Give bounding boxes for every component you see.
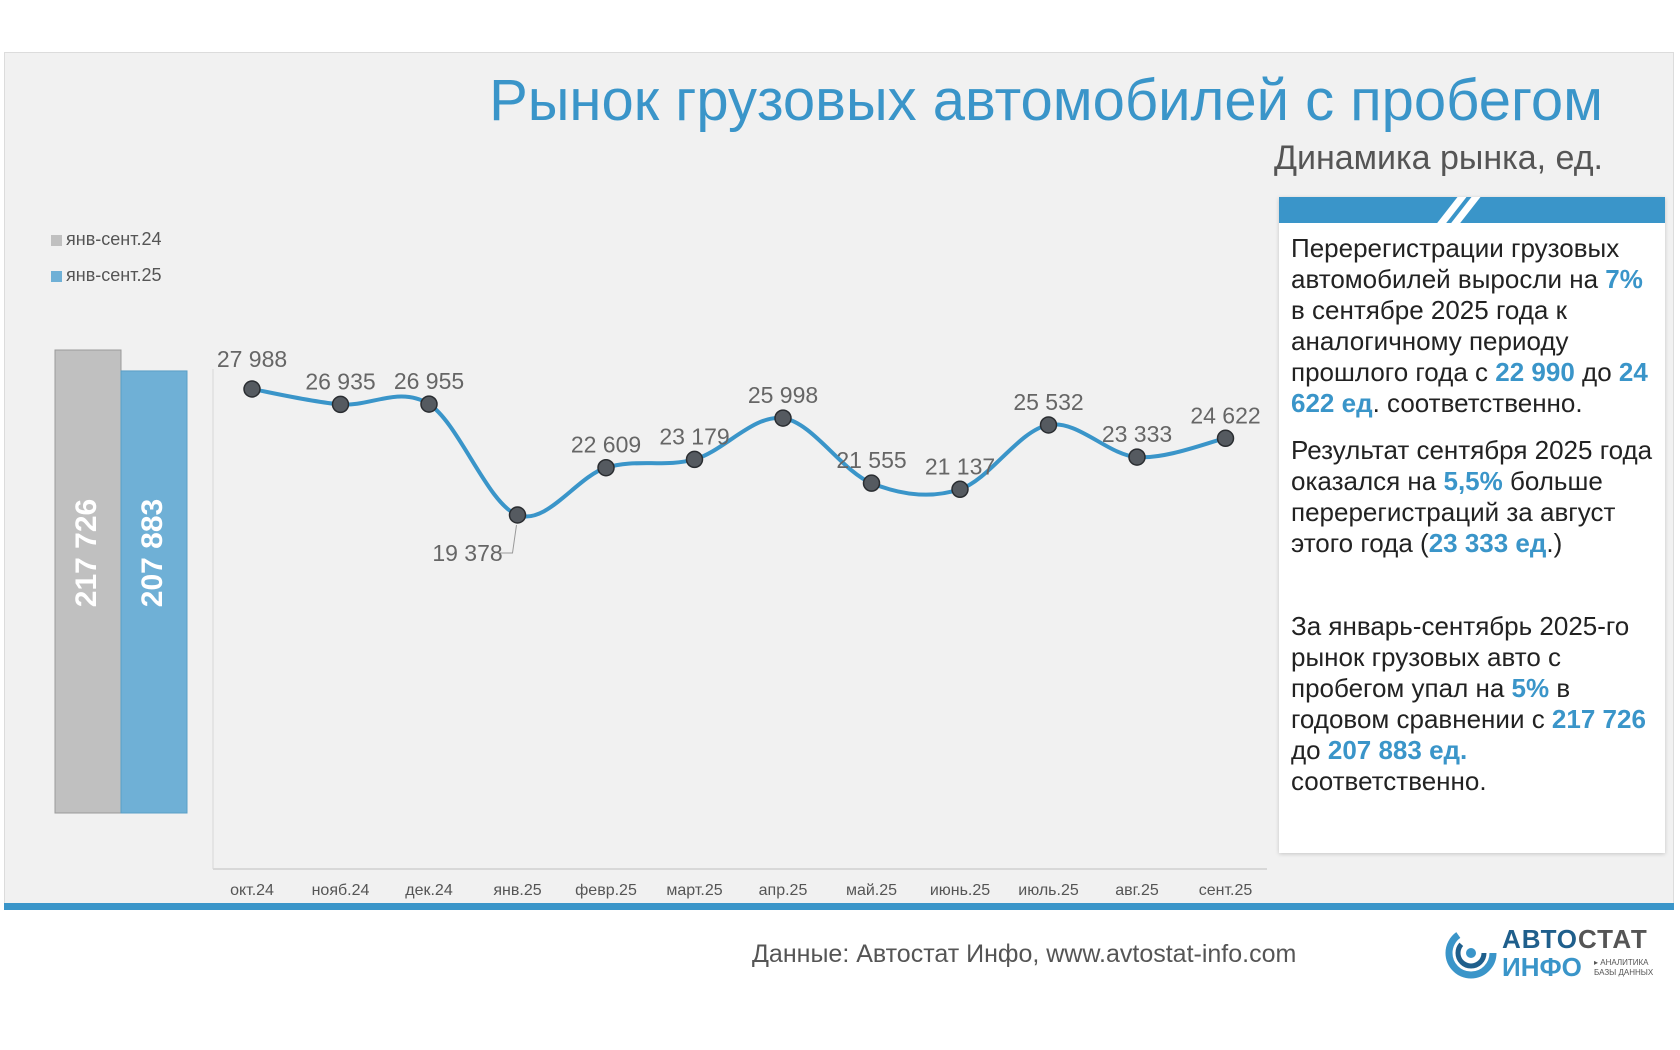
text-run: .) — [1546, 528, 1563, 558]
x-tick-label: сент.25 — [1199, 882, 1253, 899]
data-point — [951, 480, 969, 499]
highlight-value: 23 333 ед — [1428, 528, 1547, 558]
legend-label-2025: янв-сент.25 — [66, 265, 162, 285]
data-point — [1039, 416, 1058, 434]
data-label: 26 935 — [305, 368, 375, 394]
data-label: 21 137 — [925, 453, 995, 479]
logo-text: АВТО — [1502, 924, 1579, 954]
x-tick-label: дек.24 — [405, 882, 453, 899]
data-point — [1128, 448, 1146, 466]
data-label: 25 998 — [748, 382, 818, 408]
bar-value-label: 217 726 — [70, 499, 103, 607]
data-point — [508, 506, 527, 524]
highlight-value: 217 726 — [1551, 704, 1646, 734]
x-tick-label: апр.25 — [759, 882, 808, 899]
text-run: больше перерегистраций за август этого г… — [1291, 466, 1616, 558]
commentary-paragraph-2: Результат сентября 2025 года оказался на… — [1291, 435, 1657, 559]
logo-tagline: ▸ АНАЛИТИКА БАЗЫ ДАННЫХ — [1594, 958, 1654, 977]
text-run: в годовом сравнении с — [1291, 673, 1571, 734]
bar-value-label: 207 883 — [136, 499, 169, 607]
bar-янв-сент.25 — [120, 370, 188, 814]
bar-янв-сент.24 — [54, 349, 122, 814]
data-point — [685, 450, 704, 469]
text-run: до — [1291, 735, 1328, 765]
highlight-value: 5% — [1511, 673, 1550, 703]
data-point — [862, 474, 881, 492]
x-tick-label: февр.25 — [575, 882, 637, 899]
data-label: 23 333 — [1102, 421, 1172, 447]
highlight-value: 22 990 — [1495, 357, 1575, 387]
text-run: За январь-сентябрь 2025-го рынок грузовы… — [1291, 611, 1630, 703]
page-title: Рынок грузовых автомобилей с пробегом — [489, 68, 1603, 133]
data-label: 19 378 — [432, 540, 502, 566]
x-tick-label: март.25 — [666, 882, 722, 899]
commentary-paragraph-1: Перерегистрации грузовых автомобилей выр… — [1291, 233, 1657, 419]
x-tick-label: июнь.25 — [930, 882, 990, 899]
text-run: Результат сентября 2025 года оказался на — [1291, 435, 1653, 496]
text-run: в сентябре 2025 года к аналогичному пери… — [1291, 295, 1569, 387]
data-point — [243, 380, 261, 398]
footer — [4, 910, 1674, 1000]
data-label: 21 555 — [836, 447, 906, 473]
text-run: Перерегистрации грузовых автомобилей выр… — [1291, 233, 1620, 294]
x-tick-label: янв.25 — [493, 882, 541, 899]
x-tick-label: июль.25 — [1018, 882, 1079, 899]
logo-wordmark-bottom: ИНФО — [1502, 952, 1582, 982]
data-point — [597, 458, 615, 477]
data-label: 26 955 — [394, 368, 464, 394]
data-label: 24 622 — [1190, 402, 1260, 428]
label-leader-line — [499, 524, 517, 554]
logo-swirl-icon — [1445, 927, 1497, 979]
data-point — [1216, 429, 1235, 448]
slide: Рынок грузовых автомобилей с пробегом Ди… — [4, 52, 1674, 1000]
text-run: . соответственно. — [1372, 388, 1583, 418]
logo-wordmark-top: АВТОСТАТ — [1502, 924, 1648, 955]
avtostat-logo: АВТОСТАТ ИНФО ▸ АНАЛИТИКА БАЗЫ ДАННЫХ — [1442, 922, 1654, 984]
legend-label-2024: янв-сент.24 — [66, 229, 162, 249]
data-label: 27 988 — [217, 346, 287, 372]
commentary-panel: Перерегистрации грузовых автомобилей выр… — [1279, 197, 1665, 853]
x-tick-label: окт.24 — [230, 882, 274, 899]
legend-swatch-2025 — [51, 270, 62, 282]
data-point — [774, 409, 792, 427]
highlight-value: 207 883 ед. — [1327, 735, 1468, 765]
legend-item-2024: янв-сент.24 — [51, 229, 161, 250]
x-tick-label: авг.25 — [1115, 882, 1159, 899]
data-label: 23 179 — [659, 423, 729, 449]
legend-swatch-2024 — [51, 234, 62, 246]
data-label: 25 532 — [1013, 389, 1083, 415]
data-point — [420, 395, 438, 413]
commentary-paragraph-3: За январь-сентябрь 2025-го рынок грузовы… — [1291, 611, 1657, 797]
page-subtitle: Динамика рынка, ед. — [1273, 139, 1603, 177]
highlight-value: 24 622 ед — [1291, 357, 1648, 418]
monthly-line-chart: 27 988 окт.24 26 935 нояб.24 26 955 дек.24 19 … — [212, 346, 1267, 899]
text-run: соответственно. — [1291, 766, 1487, 796]
source-note: Данные: Автостат Инфо, www.avtostat-info… — [752, 940, 1297, 968]
data-point — [331, 395, 350, 414]
logo-text: СТАТ — [1578, 924, 1648, 954]
footer-accent-bar — [4, 903, 1674, 910]
highlight-value: 7% — [1605, 264, 1643, 294]
x-tick-label: нояб.24 — [312, 882, 370, 899]
ytd-bar-chart: 217 726 207 883 — [54, 349, 188, 814]
data-label: 22 609 — [571, 432, 641, 458]
text-run: до — [1574, 357, 1619, 387]
panel-header-bar — [1279, 197, 1665, 223]
highlight-value: 5,5% — [1443, 466, 1503, 496]
x-tick-label: май.25 — [846, 882, 897, 899]
legend-item-2025: янв-сент.25 — [51, 265, 161, 286]
